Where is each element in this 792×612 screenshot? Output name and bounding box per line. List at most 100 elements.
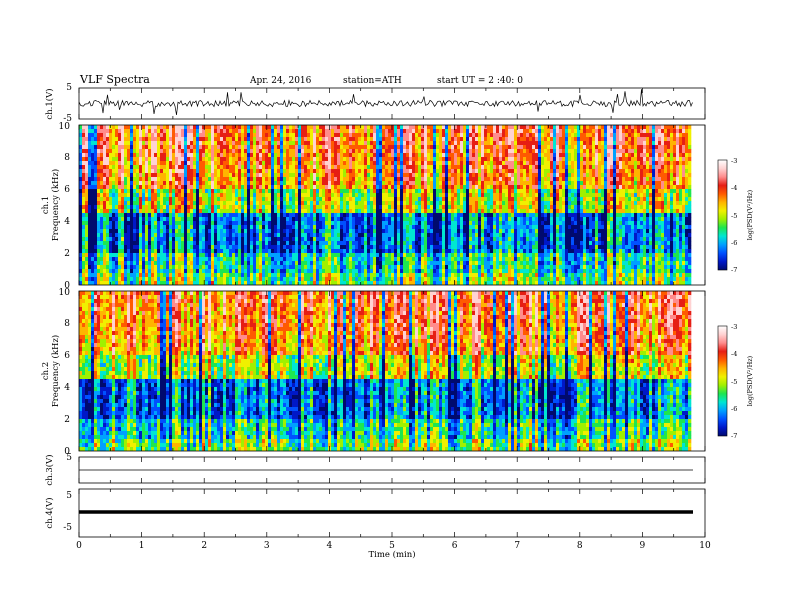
spectrogram-cell: [82, 221, 86, 226]
spectrogram-cell: [184, 145, 188, 150]
spectrogram-cell: [202, 157, 206, 162]
spectrogram-cell: [364, 213, 368, 218]
spectrogram-cell: [127, 129, 131, 134]
spectrogram-cell: [436, 169, 440, 174]
spectrogram-cell: [346, 149, 350, 154]
spectrogram-cell: [310, 257, 314, 262]
spectrogram-cell: [226, 165, 230, 170]
spectrogram-cell: [199, 253, 203, 258]
spectrogram-cell: [91, 153, 95, 158]
spectrogram-cell: [88, 161, 92, 166]
spectrogram-cell: [394, 209, 398, 214]
spectrogram-cell: [205, 261, 209, 266]
spectrogram-cell: [187, 165, 191, 170]
spectrogram-cell: [421, 281, 425, 285]
spectrogram-cell: [421, 201, 425, 206]
spectrogram-cell: [103, 273, 107, 278]
spectrogram-cell: [172, 221, 176, 226]
spectrogram-cell: [118, 237, 122, 242]
spectrogram-cell: [118, 205, 122, 210]
spectrogram-cell: [445, 217, 449, 222]
spectrogram-cell: [346, 281, 350, 285]
spectrogram-cell: [187, 149, 191, 154]
spectrogram-cell: [391, 261, 395, 266]
spectrogram-cell: [238, 193, 242, 198]
spectrogram-cell: [127, 229, 131, 234]
spectrogram-cell: [181, 165, 185, 170]
spectrogram-cell: [451, 205, 455, 210]
spectrogram-cell: [301, 237, 305, 242]
spectrogram-cell: [172, 173, 176, 178]
spectrogram-cell: [175, 261, 179, 266]
spectrogram-cell: [295, 265, 299, 270]
spectrogram-cell: [400, 205, 404, 210]
spectrogram-cell: [292, 149, 296, 154]
spectrogram-cell: [178, 193, 182, 198]
spectrogram-cell: [115, 197, 119, 202]
spectrogram-cell: [196, 173, 200, 178]
spectrogram-cell: [91, 277, 95, 282]
spectrogram-cell: [223, 237, 227, 242]
spectrogram-cell: [211, 153, 215, 158]
spectrogram-cell: [178, 233, 182, 238]
spectrogram-cell: [316, 125, 320, 130]
spectrogram-cell: [373, 125, 377, 130]
spectrogram-cell: [322, 253, 326, 258]
spectrogram-cell: [430, 189, 434, 194]
spectrogram-cell: [352, 173, 356, 178]
spectrogram-cell: [307, 181, 311, 186]
spectrogram-cell: [409, 201, 413, 206]
spectrogram-cell: [196, 165, 200, 170]
spectrogram-cell: [79, 125, 83, 130]
spectrogram-cell: [253, 269, 257, 274]
spectrogram-cell: [370, 185, 374, 190]
spectrogram-cell: [181, 169, 185, 174]
spectrogram-cell: [133, 189, 137, 194]
spectrogram-cell: [427, 129, 431, 134]
spectrogram-cell: [94, 205, 98, 210]
spectrogram-cell: [172, 169, 176, 174]
spectrogram-cell: [91, 245, 95, 250]
spectrogram-cell: [229, 197, 233, 202]
spectrogram-cell: [439, 161, 443, 166]
spectrogram-cell: [181, 249, 185, 254]
spectrogram-cell: [397, 237, 401, 242]
spectrogram-cell: [424, 165, 428, 170]
spectrogram-cell: [130, 193, 134, 198]
spectrogram-cell: [436, 241, 440, 246]
spectrogram-cell: [238, 237, 242, 242]
spectrogram-cell: [223, 217, 227, 222]
spectrogram-cell: [358, 149, 362, 154]
spectrogram-cell: [109, 273, 113, 278]
spectrogram-cell: [154, 201, 158, 206]
spectrogram-cell: [211, 205, 215, 210]
spectrogram-cell: [283, 281, 287, 285]
spectrogram-cell: [97, 185, 101, 190]
spectrogram-cell: [169, 225, 173, 230]
spectrogram-cell: [331, 165, 335, 170]
spectrogram-cell: [193, 141, 197, 146]
spectrogram-cell: [307, 193, 311, 198]
spectrogram-cell: [271, 133, 275, 138]
spectrogram-cell: [277, 173, 281, 178]
spectrogram-cell: [208, 185, 212, 190]
spectrogram-cell: [166, 229, 170, 234]
spectrogram-cell: [205, 189, 209, 194]
spectrogram-cell: [85, 145, 89, 150]
spectrogram-cell: [91, 145, 95, 150]
spectrogram-cell: [319, 265, 323, 270]
spectrogram-cell: [364, 257, 368, 262]
spectrogram-cell: [379, 229, 383, 234]
spectrogram-cell: [82, 129, 86, 134]
spectrogram-cell: [292, 205, 296, 210]
spectrogram-cell: [181, 193, 185, 198]
spectrogram-cell: [139, 213, 143, 218]
spectrogram-cell: [406, 237, 410, 242]
spectrogram-cell: [163, 177, 167, 182]
spectrogram-cell: [160, 209, 164, 214]
spectrogram-cell: [301, 157, 305, 162]
spectrogram-cell: [367, 141, 371, 146]
spectrogram-cell: [190, 237, 194, 242]
spectrogram-cell: [139, 245, 143, 250]
spectrogram-cell: [367, 277, 371, 282]
